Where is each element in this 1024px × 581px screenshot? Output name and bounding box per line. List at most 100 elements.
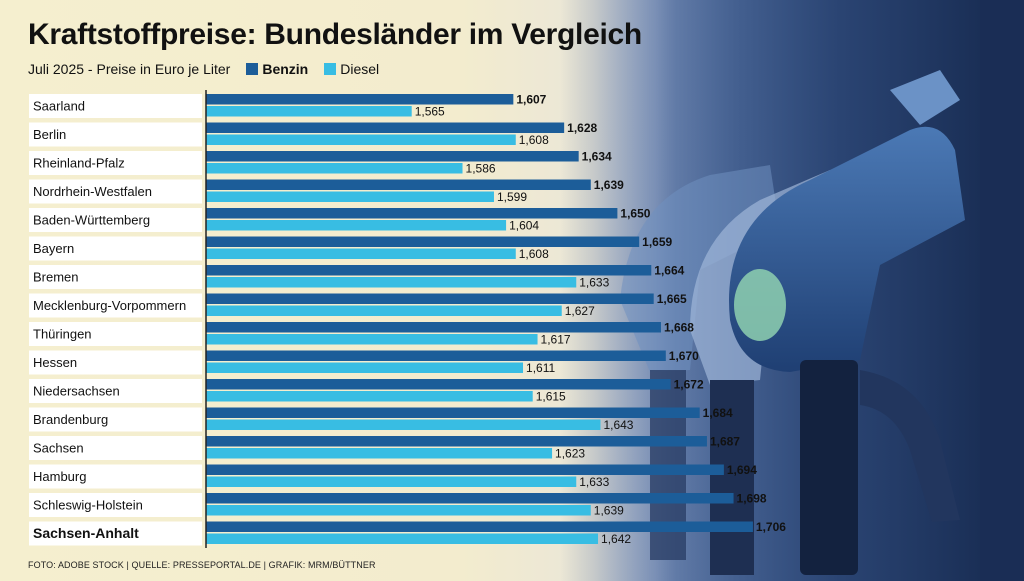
benzin-bar xyxy=(206,322,661,333)
category-label-box xyxy=(29,122,202,147)
category-label-box xyxy=(29,293,202,318)
diesel-value-label: 1,642 xyxy=(601,532,631,546)
benzin-value-label: 1,687 xyxy=(710,435,740,449)
category-label-box xyxy=(29,265,202,289)
diesel-bar xyxy=(206,533,599,544)
diesel-bar xyxy=(206,391,533,402)
benzin-value-label: 1,698 xyxy=(737,492,767,506)
category-label: Thüringen xyxy=(33,327,92,342)
category-label-box xyxy=(29,464,202,489)
benzin-value-label: 1,634 xyxy=(582,150,612,164)
diesel-value-label: 1,604 xyxy=(509,219,539,233)
diesel-bar xyxy=(206,419,601,430)
benzin-value-label: 1,650 xyxy=(620,207,650,221)
legend-benzin-swatch xyxy=(246,63,259,75)
diesel-value-label: 1,633 xyxy=(579,475,609,489)
benzin-bar xyxy=(206,94,514,105)
benzin-bar xyxy=(206,521,753,532)
diesel-bar xyxy=(206,220,507,231)
diesel-bar xyxy=(206,448,553,459)
diesel-value-label: 1,608 xyxy=(519,247,549,261)
category-label-box xyxy=(29,236,202,261)
diesel-value-label: 1,639 xyxy=(594,504,624,518)
diesel-value-label: 1,608 xyxy=(519,133,549,147)
diesel-value-label: 1,565 xyxy=(415,105,445,119)
benzin-bar xyxy=(206,407,700,418)
category-label-box xyxy=(29,407,202,432)
legend-diesel-label: Diesel xyxy=(340,61,380,77)
benzin-bar xyxy=(206,236,640,247)
benzin-value-label: 1,684 xyxy=(703,406,733,420)
category-label: Bremen xyxy=(33,270,79,285)
diesel-bar xyxy=(206,134,516,145)
benzin-bar xyxy=(206,350,666,361)
category-label-box xyxy=(29,379,202,403)
category-label: Hessen xyxy=(33,355,77,370)
benzin-value-label: 1,668 xyxy=(664,321,694,335)
chart-title: Kraftstoffpreise: Bundesländer im Vergle… xyxy=(28,18,642,51)
benzin-bar xyxy=(206,179,591,190)
category-label-box xyxy=(29,493,202,517)
benzin-bar xyxy=(206,208,618,219)
diesel-bar xyxy=(206,362,524,373)
category-label-box xyxy=(29,436,202,460)
legend-benzin-label: Benzin xyxy=(262,61,309,77)
category-label-box xyxy=(29,151,202,175)
benzin-value-label: 1,659 xyxy=(642,235,672,249)
diesel-value-label: 1,615 xyxy=(536,390,566,404)
diesel-value-label: 1,627 xyxy=(565,304,595,318)
benzin-value-label: 1,665 xyxy=(657,292,687,306)
diesel-value-label: 1,611 xyxy=(526,361,555,375)
category-label: Bayern xyxy=(33,241,74,256)
category-label: Nordrhein-Westfalen xyxy=(33,184,152,199)
benzin-bar xyxy=(206,151,579,162)
legend-diesel-swatch xyxy=(324,63,337,75)
diesel-bar xyxy=(206,334,538,345)
diesel-bar xyxy=(206,163,463,174)
legend-benzin: Benzin xyxy=(246,61,308,77)
benzin-bar xyxy=(206,436,707,447)
benzin-value-label: 1,670 xyxy=(669,349,699,363)
diesel-bar xyxy=(206,248,516,259)
benzin-value-label: 1,694 xyxy=(727,463,757,477)
category-label: Schleswig-Holstein xyxy=(33,498,143,513)
benzin-bar xyxy=(206,122,565,133)
category-label-box xyxy=(29,208,202,232)
pump-column xyxy=(980,0,1024,581)
legend-diesel: Diesel xyxy=(324,61,379,77)
benzin-value-label: 1,628 xyxy=(567,121,597,135)
category-label-box xyxy=(29,179,202,204)
diesel-bar xyxy=(206,505,591,516)
benzin-bar xyxy=(206,379,671,390)
category-label: Sachsen-Anhalt xyxy=(33,525,139,541)
chart-subtitle: Juli 2025 - Preise in Euro je Liter xyxy=(28,61,231,77)
diesel-bar xyxy=(206,106,412,117)
category-label: Brandenburg xyxy=(33,412,108,427)
nozzle-label xyxy=(734,269,786,341)
benzin-value-label: 1,664 xyxy=(654,264,684,278)
category-label: Niedersachsen xyxy=(33,384,120,399)
category-label: Baden-Württemberg xyxy=(33,213,150,228)
benzin-bar xyxy=(206,293,654,304)
category-label: Berlin xyxy=(33,127,66,142)
category-label: Saarland xyxy=(33,99,85,114)
category-label-box xyxy=(29,94,202,118)
diesel-bar xyxy=(206,305,562,316)
diesel-value-label: 1,633 xyxy=(579,276,609,290)
diesel-bar xyxy=(206,191,494,202)
benzin-value-label: 1,639 xyxy=(594,178,624,192)
category-label: Rheinland-Pfalz xyxy=(33,156,125,171)
nozzle-front xyxy=(729,126,965,373)
benzin-bar xyxy=(206,265,652,276)
fuel-pump-photo xyxy=(560,0,1024,581)
category-label: Hamburg xyxy=(33,469,86,484)
diesel-bar xyxy=(206,476,577,487)
category-label-box xyxy=(29,350,202,375)
diesel-value-label: 1,643 xyxy=(603,418,633,432)
benzin-bar xyxy=(206,493,734,504)
nozzle-grip xyxy=(800,360,858,575)
diesel-bar xyxy=(206,277,577,288)
category-label-box xyxy=(29,521,202,546)
diesel-value-label: 1,617 xyxy=(541,333,571,347)
